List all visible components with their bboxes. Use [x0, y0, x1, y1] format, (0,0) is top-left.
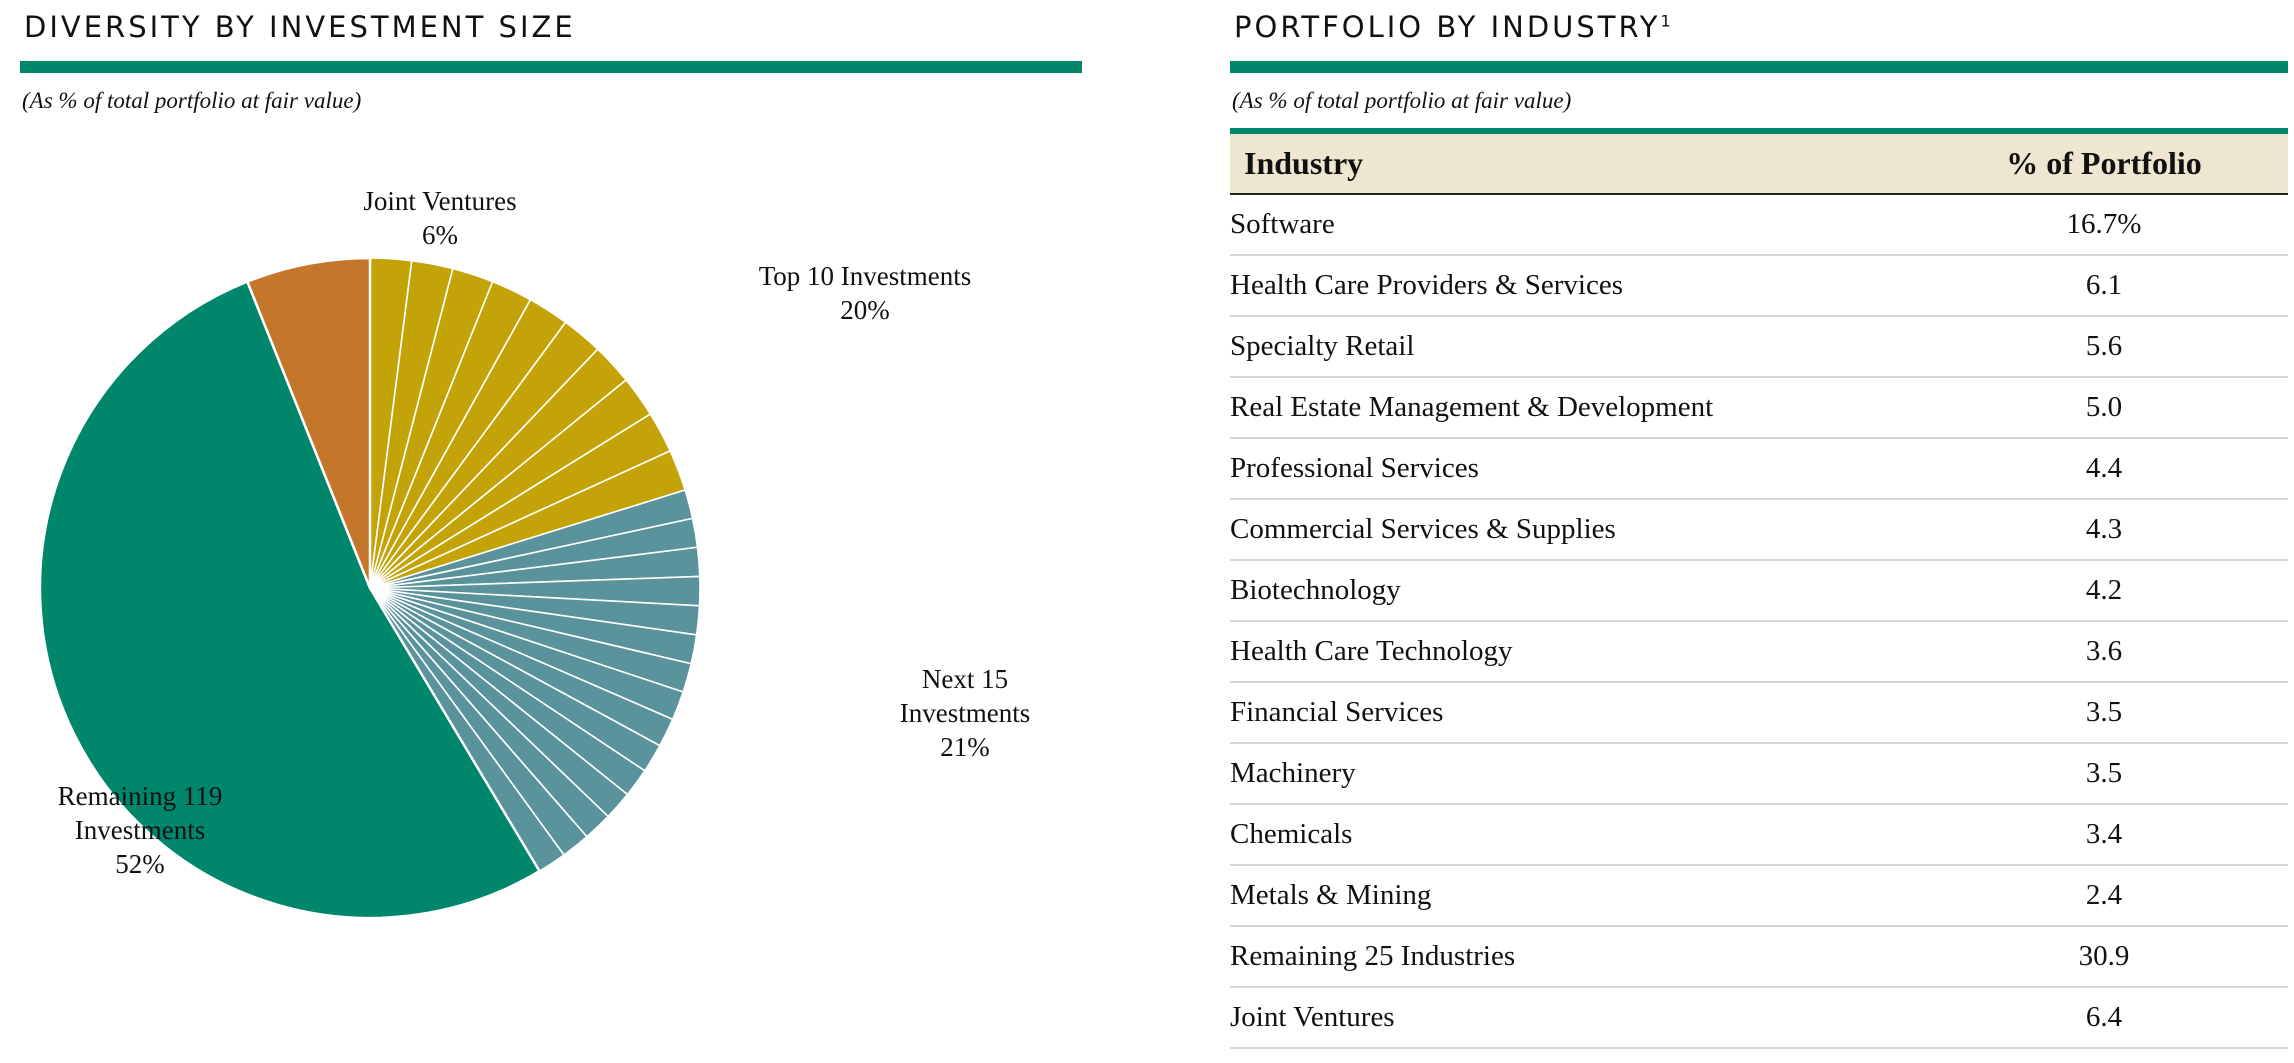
industry-pct-cell: 3.4 [1920, 804, 2288, 866]
industry-subtitle: (As % of total portfolio at fair value) [1232, 88, 1572, 113]
next15-label-line: Next 15 [922, 664, 1008, 694]
industry-name-cell: Commercial Services & Supplies [1230, 499, 1920, 561]
table-row: Specialty Retail 5.6 [1230, 316, 2288, 378]
industry-pct-cell: 2.4 [1920, 865, 2288, 927]
remaining-label-line: Remaining 119 [58, 781, 223, 811]
table-row: Real Estate Management & Development 5.0 [1230, 377, 2288, 439]
investment-size-title-rule [20, 61, 1082, 73]
next15-label-line: 21% [940, 732, 990, 762]
industry-name-cell: Metals & Mining [1230, 865, 1920, 927]
industry-pct-cell: 5.0 [1920, 377, 2288, 439]
industry-name-cell: Remaining 25 Industries [1230, 926, 1920, 988]
industry-name-cell: Joint Ventures [1230, 987, 1920, 1049]
next15-label: Next 15 Investments 21% [900, 664, 1030, 762]
table-row: Metals & Mining 2.4 [1230, 865, 2288, 927]
industry-title-footnote: 1 [1660, 11, 1671, 31]
industry-table-header: Industry % of Portfolio [1230, 131, 2288, 195]
joint-ventures-label-line: Joint Ventures [363, 186, 516, 216]
joint-ventures-slice [246, 256, 372, 590]
industry-pct-cell: 3.6 [1920, 621, 2288, 683]
table-row: Health Care Providers & Services 6.1 [1230, 255, 2288, 317]
top10-label: Top 10 Investments 20% [759, 261, 972, 325]
industry-pct-cell: 4.3 [1920, 499, 2288, 561]
table-row: Health Care Technology 3.6 [1230, 621, 2288, 683]
next15-label-line: Investments [900, 698, 1030, 728]
table-row: Commercial Services & Supplies 4.3 [1230, 499, 2288, 561]
industry-name-cell: Professional Services [1230, 438, 1920, 500]
top10-label-line: Top 10 Investments [759, 261, 972, 291]
table-row: Financial Services 3.5 [1230, 682, 2288, 744]
industry-name-cell: Machinery [1230, 743, 1920, 805]
investment-size-title: DIVERSITY BY INVESTMENT SIZE [24, 10, 576, 44]
industry-column-header: Industry [1230, 131, 1920, 195]
industry-pct-cell: 4.4 [1920, 438, 2288, 500]
remaining-slice [38, 280, 541, 920]
investment-size-pie-chart: Top 10 Investments 20% Next 15 Investments 2… [38, 186, 1031, 920]
industry-pct-cell: 3.5 [1920, 743, 2288, 805]
remaining-label: Remaining 119 Investments 52% [58, 781, 223, 879]
industry-name-cell: Health Care Technology [1230, 621, 1920, 683]
table-row: Professional Services 4.4 [1230, 438, 2288, 500]
industry-name-cell: Real Estate Management & Development [1230, 377, 1920, 439]
pie-labels: Top 10 Investments 20% Next 15 Investments 2… [58, 186, 1031, 879]
industry-pct-cell: 6.4 [1920, 987, 2288, 1049]
industry-pct-cell: 6.1 [1920, 255, 2288, 317]
industry-name-cell: Specialty Retail [1230, 316, 1920, 378]
industry-title-rule [1230, 61, 2288, 73]
investment-size-subtitle: (As % of total portfolio at fair value) [22, 88, 362, 113]
industry-name-cell: Chemicals [1230, 804, 1920, 866]
industry-table-header-row: Industry % of Portfolio [1230, 131, 2288, 195]
industry-name-cell: Health Care Providers & Services [1230, 255, 1920, 317]
table-row: Machinery 3.5 [1230, 743, 2288, 805]
industry-title: PORTFOLIO BY INDUSTRY1 [1234, 10, 1671, 44]
pie-slices [38, 256, 701, 920]
industry-name-cell: Biotechnology [1230, 560, 1920, 622]
joint-ventures-label-line: 6% [422, 220, 458, 250]
industry-pct-cell: 5.6 [1920, 316, 2288, 378]
industry-name-cell: Financial Services [1230, 682, 1920, 744]
remaining-label-line: Investments [75, 815, 205, 845]
industry-pct-cell: 30.9 [1920, 926, 2288, 988]
industry-pct-cell: 4.2 [1920, 560, 2288, 622]
remaining-label-line: 52% [115, 849, 165, 879]
industry-table-body: Software 16.7% Health Care Providers & Ser… [1230, 194, 2288, 1049]
table-row: Software 16.7% [1230, 194, 2288, 256]
industry-name-cell: Software [1230, 194, 1920, 256]
top10-label-line: 20% [840, 295, 890, 325]
joint-ventures-label: Joint Ventures 6% [363, 186, 516, 250]
table-row: Biotechnology 4.2 [1230, 560, 2288, 622]
pct-column-header: % of Portfolio [1920, 131, 2288, 195]
industry-table: Industry % of Portfolio Software 16.7% Hea… [1230, 128, 2288, 1049]
industry-pct-cell: 16.7% [1920, 194, 2288, 256]
table-row: Chemicals 3.4 [1230, 804, 2288, 866]
industry-title-text: PORTFOLIO BY INDUSTRY [1234, 10, 1661, 44]
industry-pct-cell: 3.5 [1920, 682, 2288, 744]
table-row: Joint Ventures 6.4 [1230, 987, 2288, 1049]
table-row: Remaining 25 Industries 30.9 [1230, 926, 2288, 988]
